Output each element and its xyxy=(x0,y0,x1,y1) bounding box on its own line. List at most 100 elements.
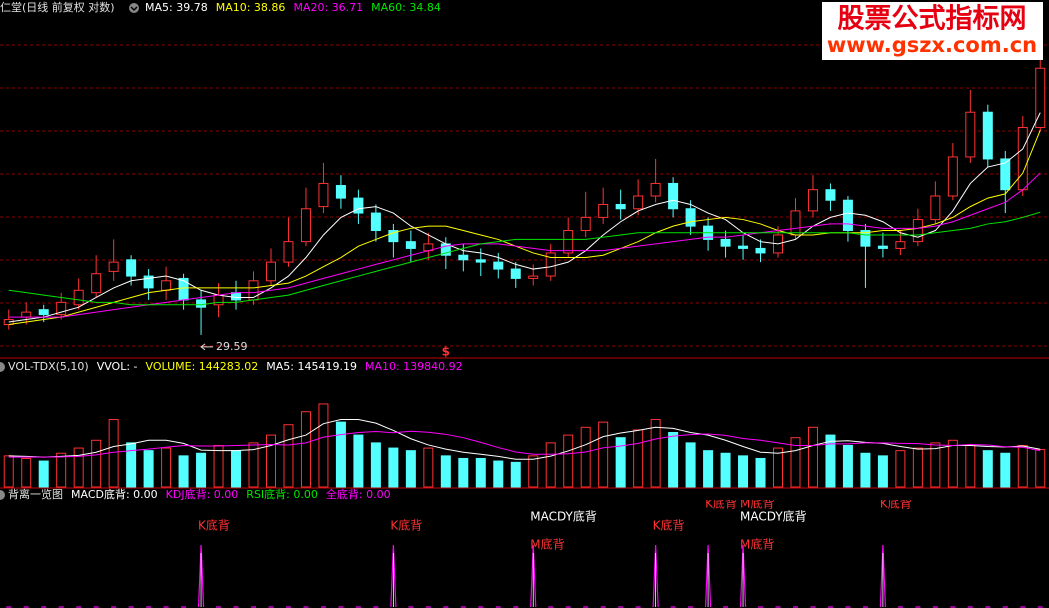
volume-bar xyxy=(178,455,189,488)
candle-body xyxy=(3,319,14,326)
candle-body xyxy=(668,182,679,210)
volume-bar xyxy=(615,437,626,488)
candle-body xyxy=(982,111,993,160)
volume-bar xyxy=(248,442,259,488)
volume-bar xyxy=(825,434,836,488)
signal-spike xyxy=(879,544,887,608)
candle-body xyxy=(615,203,626,210)
candle-body xyxy=(353,197,364,214)
watermark-box xyxy=(822,2,1043,60)
signal-spike xyxy=(739,544,747,608)
volume-bar xyxy=(335,421,346,488)
ma-line xyxy=(8,430,1041,458)
volume-bar xyxy=(1000,452,1011,488)
volume-bar xyxy=(895,450,906,488)
legend-item: 背离一览图 xyxy=(8,487,63,501)
candle-body xyxy=(545,252,556,277)
volume-pane xyxy=(3,403,1046,488)
candle-body xyxy=(965,111,976,158)
candle-body xyxy=(370,212,381,232)
volume-bar xyxy=(3,455,14,488)
volume-bar xyxy=(21,457,32,488)
candle-body xyxy=(1000,158,1011,191)
candle-body xyxy=(458,254,469,261)
candle-body xyxy=(178,277,189,301)
legend-item: RSI底背: 0.00 xyxy=(246,487,318,501)
volume-bar xyxy=(388,447,399,488)
candle-body xyxy=(947,156,958,197)
candle-body xyxy=(126,259,137,277)
candle-body xyxy=(388,230,399,243)
overlay: 仁堂(日线 前复权 对数) 股票公式指标网 www.gszx.com.cn 29… xyxy=(0,0,1043,501)
volume-bar xyxy=(755,457,766,488)
candle-body xyxy=(73,289,84,306)
candle-body xyxy=(563,230,574,254)
candle-body xyxy=(912,219,923,243)
volume-bar xyxy=(860,452,871,488)
volume-bar xyxy=(633,429,644,488)
price-pane xyxy=(0,36,1049,347)
watermark-title: 股票公式指标网 xyxy=(838,4,1027,35)
candle-body xyxy=(143,275,154,289)
signal-label: K底背 xyxy=(653,518,685,533)
candle-body xyxy=(895,241,906,249)
candle-body xyxy=(161,280,172,291)
watermark-url: www.gszx.com.cn xyxy=(827,33,1037,57)
volume-bar xyxy=(842,444,853,488)
legend-item: VOL-TDX(5,10) xyxy=(8,360,89,373)
volume-bar xyxy=(1017,444,1028,488)
legend-item: VOLUME: 144283.02 xyxy=(146,360,259,373)
volume-bar xyxy=(370,442,381,488)
volume-bar xyxy=(930,442,941,488)
candle-body xyxy=(633,195,644,210)
menu-icon[interactable] xyxy=(0,362,5,372)
volume-bar xyxy=(161,447,172,488)
candle-body xyxy=(807,189,818,212)
volume-bar xyxy=(598,421,609,488)
volume-bar xyxy=(563,434,574,488)
candle-body xyxy=(877,245,888,249)
menu-icon[interactable] xyxy=(129,3,139,13)
legend-item: MA20: 36.71 xyxy=(293,1,363,14)
legend-item: MA5: 145419.19 xyxy=(266,360,357,373)
volume-bar xyxy=(807,426,818,488)
ma-line xyxy=(8,112,1041,323)
legend-item: MACD底背: 0.00 xyxy=(71,487,158,501)
annotation-arrowhead xyxy=(200,343,206,351)
signal-spike xyxy=(530,544,537,608)
signal-label: M底背 xyxy=(740,496,774,511)
menu-icon[interactable] xyxy=(0,490,5,500)
volume-bar xyxy=(353,434,364,488)
volume-bar xyxy=(738,455,749,488)
volume-bar xyxy=(440,455,451,488)
candle-body xyxy=(213,294,224,306)
signal-label: MACDY底背 xyxy=(530,509,597,524)
volume-bar xyxy=(143,450,154,488)
signal-label: M底背 xyxy=(740,537,774,552)
candle-body xyxy=(598,203,609,218)
candle-body xyxy=(685,208,696,227)
signal-label: MACDY底背 xyxy=(740,509,807,524)
volume-bar xyxy=(56,452,67,488)
legend-item: MA10: 139840.92 xyxy=(365,360,463,373)
candle-body xyxy=(300,208,311,243)
candle-body xyxy=(91,273,102,294)
candle-body xyxy=(738,245,749,249)
candle-body xyxy=(580,216,591,232)
candle-body xyxy=(405,241,416,249)
volume-bar xyxy=(108,419,119,488)
volume-bar xyxy=(283,424,294,488)
candle-body xyxy=(108,261,119,272)
annotation-label: 29.59 xyxy=(216,340,248,353)
signal-spike xyxy=(704,544,712,608)
candle-body xyxy=(318,182,329,208)
volume-bar xyxy=(877,455,888,488)
volume-bar xyxy=(475,457,486,488)
volume-bar xyxy=(91,439,102,488)
candle-body xyxy=(510,268,521,279)
volume-bar xyxy=(458,457,469,488)
volume-bar xyxy=(912,447,923,488)
